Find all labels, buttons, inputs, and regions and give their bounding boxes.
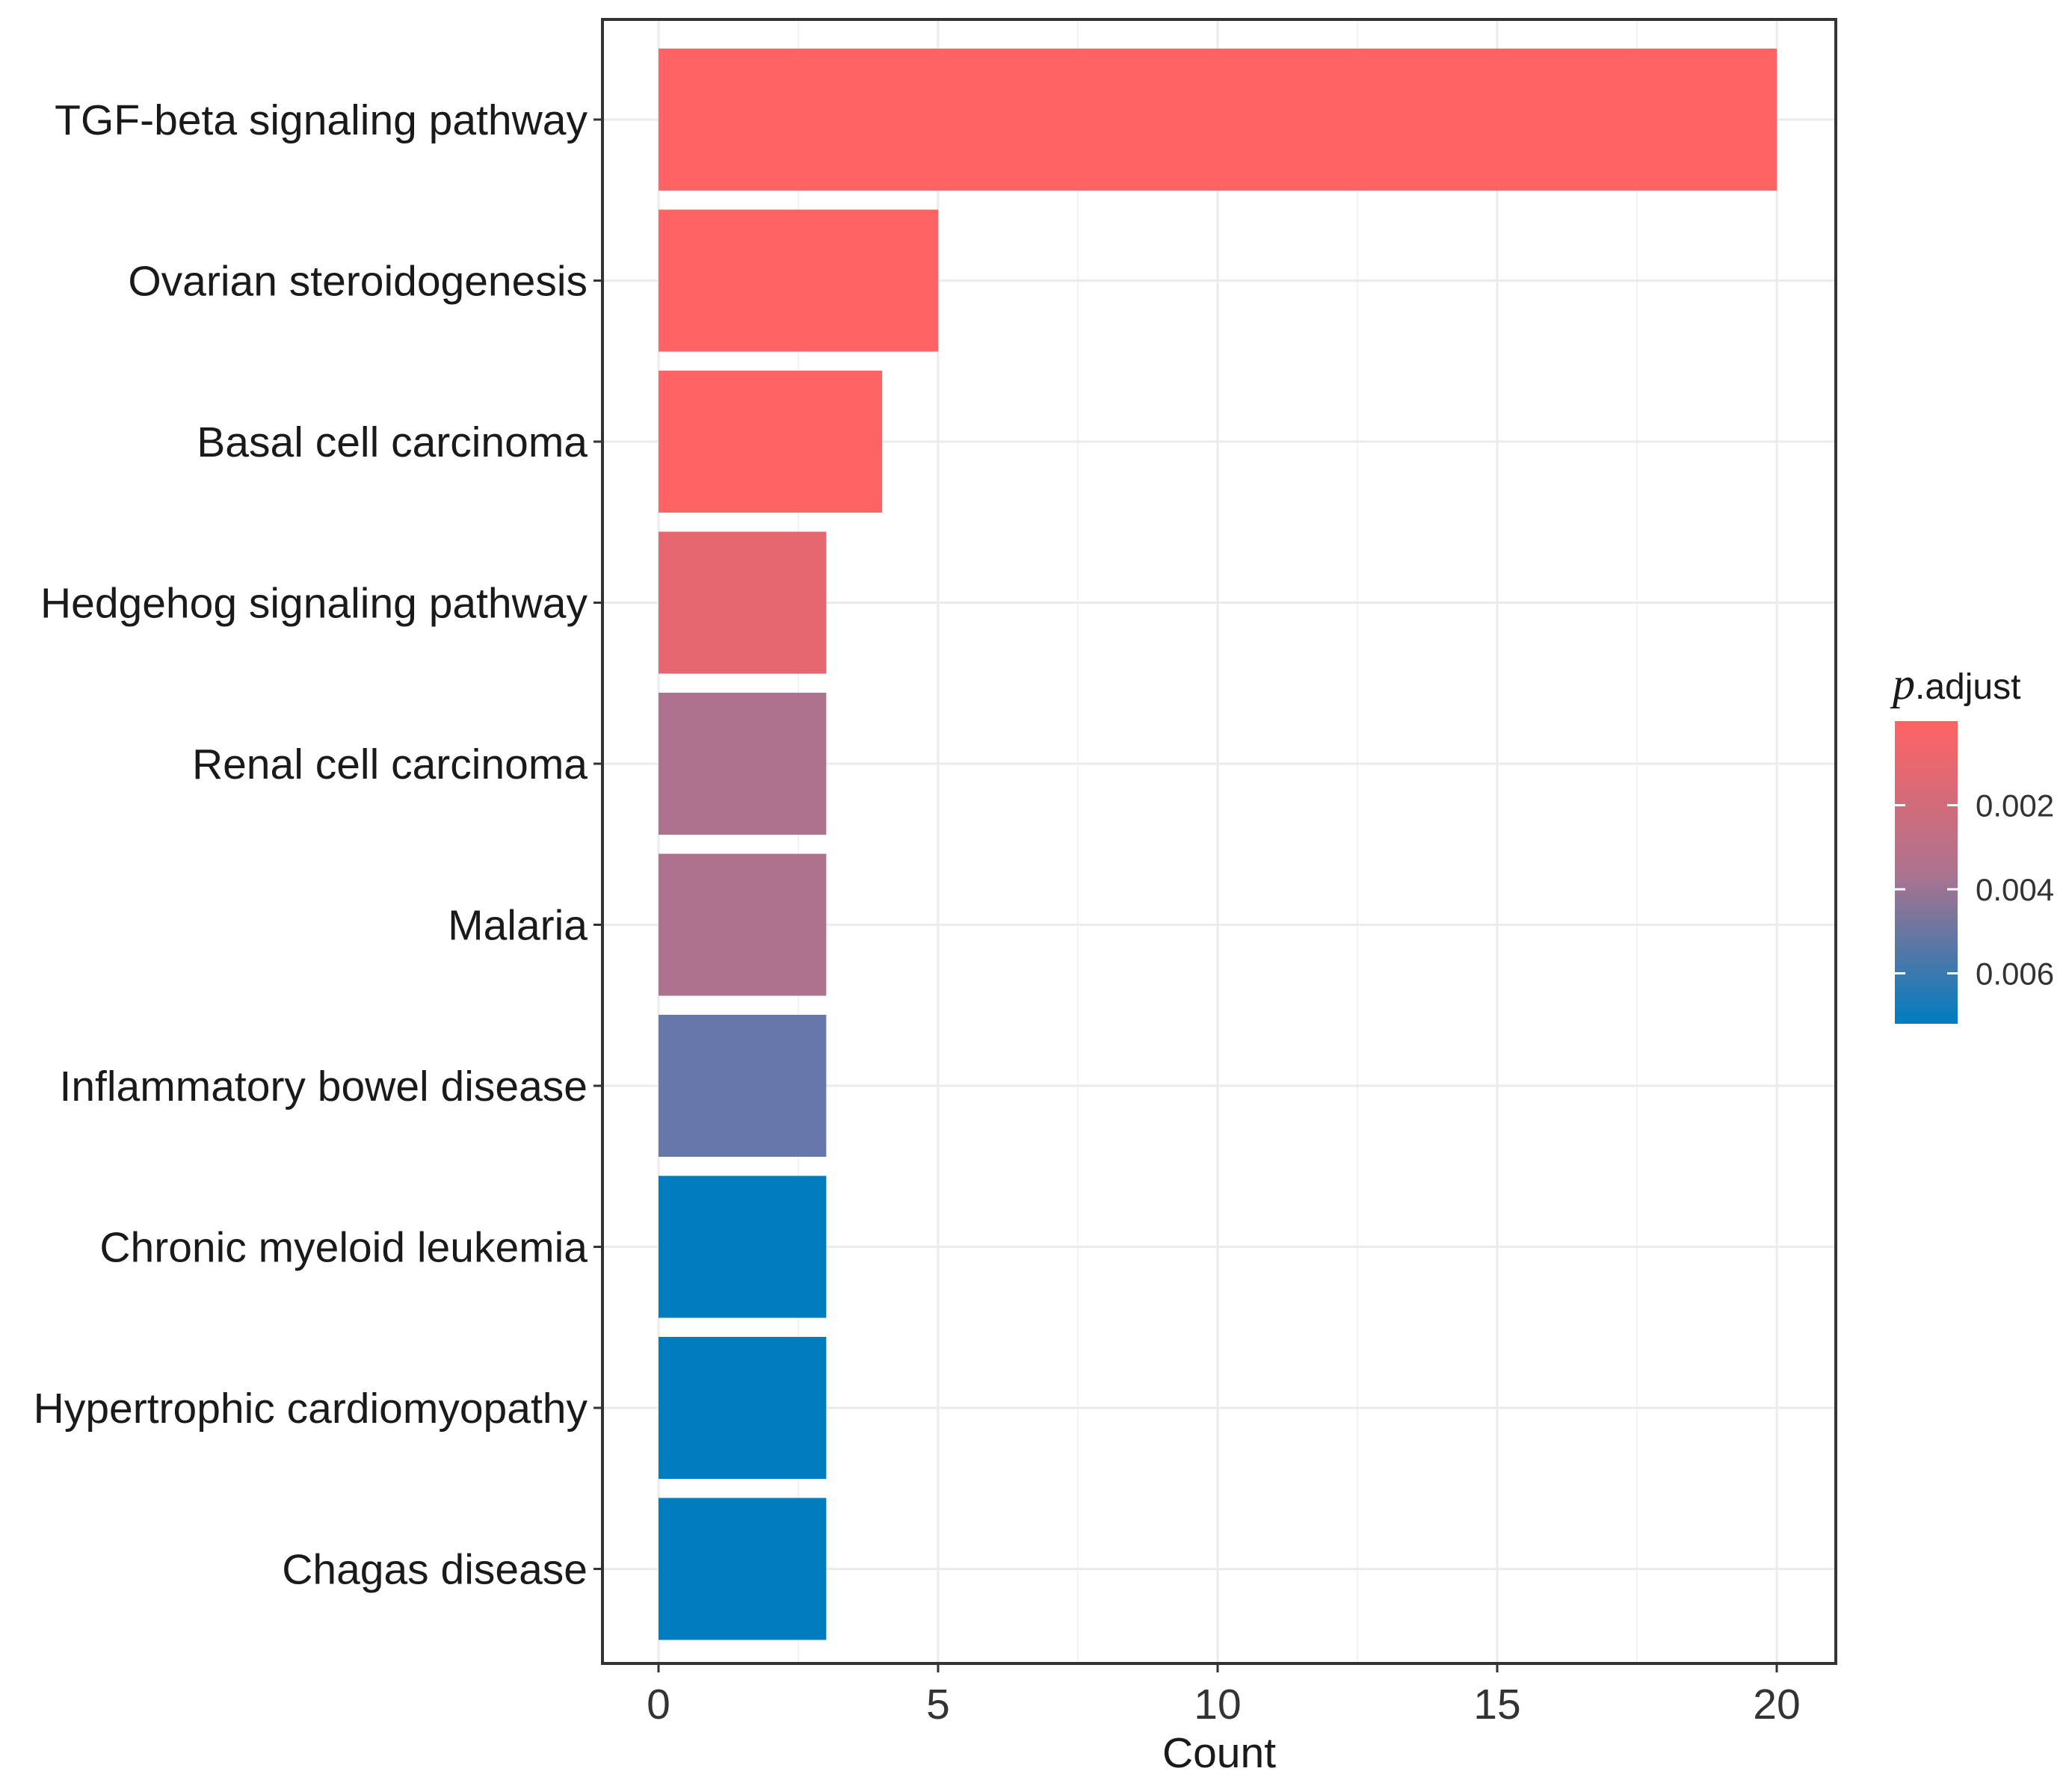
y-tick-label: TGF-beta signaling pathway [55, 96, 588, 144]
y-tick-label: Hypertrophic cardiomyopathy [34, 1385, 588, 1433]
bar [659, 1015, 827, 1157]
legend-title: p.adjust [1890, 659, 2020, 708]
y-tick-label: Inflammatory bowel disease [60, 1063, 588, 1110]
color-scale-ticks: 0.002 0.004 0.006 [1895, 788, 2054, 992]
bar [659, 1498, 827, 1640]
y-tick-label: Basal cell carcinoma [197, 418, 588, 466]
y-tick-label: Malaria [448, 902, 588, 950]
legend-tick-label: 0.006 [1976, 957, 2054, 992]
legend-title-p: p [1890, 659, 1915, 708]
color-scale-bar [1895, 721, 1958, 1024]
x-tick-label: 15 [1473, 1681, 1520, 1728]
x-tick-label: 0 [647, 1681, 670, 1728]
y-tick-label: Chronic myeloid leukemia [99, 1224, 588, 1272]
legend: p.adjust 0.002 0.004 0.006 [1890, 659, 2054, 1024]
y-tick-label: Hedgehog signaling pathway [40, 580, 588, 628]
bar [659, 1175, 827, 1318]
y-tick-label: Ovarian steroidogenesis [128, 258, 588, 306]
bars [659, 49, 1777, 1640]
bar [659, 49, 1777, 191]
bar [659, 371, 883, 513]
y-tick-label: Chagas disease [282, 1546, 588, 1594]
bar [659, 693, 827, 835]
bar [659, 853, 827, 996]
plot-panel-border [601, 18, 1837, 1665]
legend-title-suffix: .adjust [1915, 667, 2020, 707]
x-axis: 0 5 10 15 20 [647, 1663, 1801, 1728]
x-tick-label: 10 [1194, 1681, 1241, 1728]
y-axis: TGF-beta signaling pathway Ovarian steroi… [34, 96, 602, 1594]
y-tick-label: Renal cell carcinoma [192, 741, 588, 788]
x-tick-label: 20 [1753, 1681, 1800, 1728]
bar [659, 1337, 827, 1479]
x-tick-label: 5 [926, 1681, 950, 1728]
bar [659, 531, 827, 674]
legend-tick-label: 0.004 [1976, 872, 2054, 907]
legend-tick-label: 0.002 [1976, 788, 2054, 824]
x-axis-title: Count [1162, 1729, 1276, 1777]
bar [659, 209, 938, 352]
